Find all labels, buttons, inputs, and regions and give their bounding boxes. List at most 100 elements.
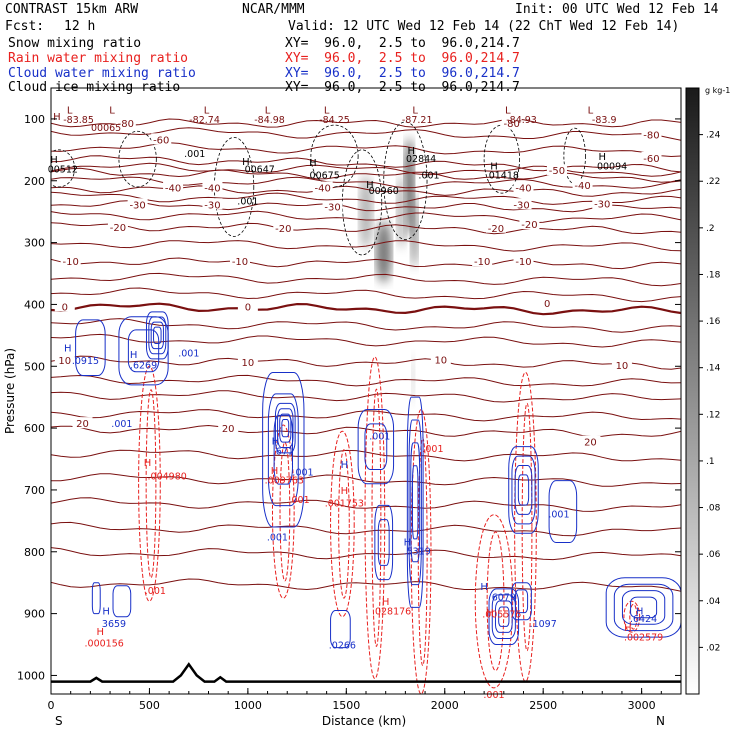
cloud-water-contour (267, 393, 299, 507)
cloud-water-contour (508, 446, 539, 534)
high-marker: H (490, 161, 498, 172)
temperature-label-bg (115, 117, 136, 129)
init-time: Init: 00 UTC Wed 12 Feb 14 (515, 2, 719, 17)
x-tick-label: 2000 (431, 699, 459, 712)
colorbar-tick-label: .04 (706, 597, 721, 607)
contour-value-label: .1097 (530, 619, 557, 630)
cloud-water-contour (408, 419, 422, 586)
cloud-water-contour (605, 577, 681, 638)
cloud-water-contour (488, 588, 520, 646)
temperature-label: -50 (549, 166, 565, 177)
contour-value-label: 00065 (91, 123, 121, 134)
x-tick-label: 500 (139, 699, 160, 712)
cloud-water-contour (514, 464, 533, 515)
colorbar-tick-label: .02 (706, 643, 720, 653)
rain-contour (330, 430, 355, 618)
temperature-contour (51, 473, 681, 487)
temperature-contour (51, 409, 681, 422)
temperature-label: 0 (62, 302, 68, 313)
y-tick-label: 300 (24, 237, 45, 250)
cloud-water-contour (153, 326, 162, 345)
temperature-label: -40 (315, 184, 331, 195)
x-tick-label: 3000 (628, 699, 656, 712)
rain-contour (474, 514, 514, 689)
temperature-label: 0 (544, 299, 550, 310)
temperature-contour (51, 497, 681, 512)
cloud-water-contour (517, 474, 530, 506)
temperature-label: 20 (76, 419, 89, 430)
temperature-label-bg (485, 221, 506, 233)
cloud-ice-contours-layer (51, 121, 586, 256)
cloud-water-contour (127, 329, 160, 373)
temperature-label-bg (163, 181, 184, 193)
snow-shading-blob (411, 353, 415, 404)
temperature-label: 0 (245, 302, 251, 313)
temperature-label-bg (537, 297, 558, 309)
cloud-water-contour (330, 610, 351, 649)
temperature-label-bg (218, 422, 239, 434)
temperature-contour--80 (51, 118, 681, 128)
low-marker: L (67, 106, 73, 117)
y-tick-label: 100 (24, 113, 45, 126)
temperature-label-bg (641, 151, 662, 163)
temperature-label: -60 (153, 135, 169, 146)
high-marker: H (53, 112, 61, 123)
high-marker: H (130, 350, 138, 361)
temperature-contour (51, 449, 681, 462)
temperature-contour--50 (51, 167, 681, 183)
temperature-label-bg (237, 355, 258, 367)
field-xy-snow: XY= 96.0, 2.5 to 96.0,214.7 (285, 36, 520, 51)
cloud-water-contour (621, 590, 666, 625)
cloud-ice-contour (383, 121, 428, 240)
temperature-label: -30 (513, 200, 529, 211)
contour-value-label: .001 (422, 444, 443, 455)
cloud-ice-contour (483, 124, 520, 194)
temperature-label-bg (230, 255, 250, 267)
temperature-contour (51, 162, 681, 177)
y-axis-title: Pressure (hPa) (3, 348, 17, 434)
field-xy-cloud-water: XY= 96.0, 2.5 to 96.0,214.7 (285, 66, 520, 81)
rain-contour (521, 402, 533, 652)
contour-value-label: .5319 (404, 547, 431, 558)
temperature-contour (51, 547, 681, 561)
y-tick-label: 700 (24, 484, 45, 497)
temperature-contour-0 (51, 302, 681, 316)
rain-contour (629, 603, 638, 630)
temperature-label: -10 (232, 257, 248, 268)
north-end-label: N (656, 714, 665, 728)
temperature-label: -80 (118, 119, 134, 130)
cloud-water-contour (411, 465, 419, 540)
contour-value-label: -87.21 (402, 115, 433, 126)
temperature-label-bg (472, 255, 493, 267)
cloud-water-contour (145, 311, 169, 360)
temperature-label: -40 (515, 184, 531, 195)
cloud-water-contour (613, 583, 674, 632)
temperature-label: -30 (204, 200, 220, 211)
temperature-contour--30 (51, 200, 681, 213)
colorbar-tick-label: .24 (706, 131, 721, 141)
contour-value-label: 6079 (492, 592, 516, 603)
cloud-water-contour (277, 408, 294, 448)
contour-value-label: .6424 (630, 614, 657, 625)
rain-contour (145, 389, 157, 579)
temperature-label: -40 (574, 181, 590, 192)
temperature-label: -30 (129, 200, 145, 211)
cloud-water-contour (148, 316, 167, 355)
rain-contour (364, 356, 386, 680)
high-marker: H (96, 627, 104, 638)
temperature-contour (51, 287, 681, 303)
temperature-label: -20 (275, 224, 291, 235)
x-tick-label: 0 (48, 699, 55, 712)
temperature-label-bg (202, 198, 223, 210)
temperature-label-bg (202, 181, 223, 193)
contour-value-label: -83.9 (592, 115, 617, 126)
colorbar-tick-label: .16 (706, 317, 721, 327)
temperature-label-bg (641, 128, 662, 140)
cloud-water-contour (491, 594, 516, 639)
forecast-hour: 12 h (64, 19, 96, 34)
x-axis-title: Distance (km) (322, 714, 406, 728)
contour-value-label: 3659 (102, 619, 126, 630)
temperature-contour--10 (51, 257, 681, 270)
low-marker: L (412, 106, 418, 117)
contour-value-label: .0266 (329, 641, 356, 652)
